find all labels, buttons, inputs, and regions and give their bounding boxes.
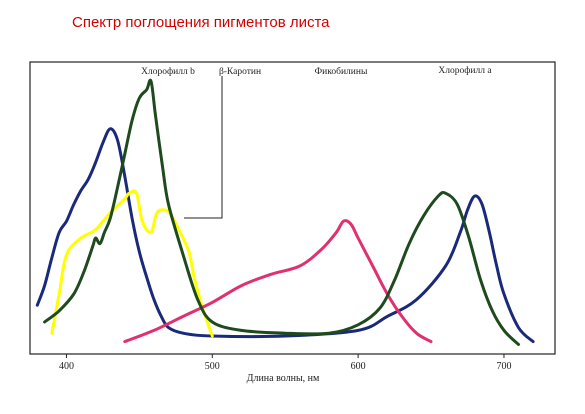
series-label-chlorophyll-a: Хлорофилл a <box>438 65 492 76</box>
x-tick-label-400: 400 <box>59 361 74 372</box>
beta-carotene-leader-line <box>184 76 223 219</box>
series-label-beta-carotene: β-Каротин <box>219 67 261 77</box>
series-line-beta-carotene <box>50 189 214 338</box>
series-line-chlorophyll-b <box>35 127 535 344</box>
series-line-chlorophyll-a <box>43 78 520 346</box>
x-tick-label-500: 500 <box>205 361 220 372</box>
x-tick-label-600: 600 <box>351 361 366 372</box>
x-tick-label-700: 700 <box>496 361 511 372</box>
x-axis-label: Длина волны, нм <box>247 373 320 384</box>
slide-title: Спектр поглощения пигментов листа <box>72 14 330 31</box>
series-lines <box>35 78 535 346</box>
series-labels: Хлорофилл b β-Каротин Фикобилины Хлорофилл … <box>141 65 492 219</box>
x-tick-labels: 400 500 600 700 <box>59 361 511 372</box>
series-label-chlorophyll-b: Хлорофилл b <box>141 66 195 77</box>
plot-frame <box>29 61 556 355</box>
series-label-phycobilins: Фикобилины <box>315 66 368 77</box>
x-ticks <box>65 354 505 358</box>
series-line-phycobilins <box>123 219 433 344</box>
